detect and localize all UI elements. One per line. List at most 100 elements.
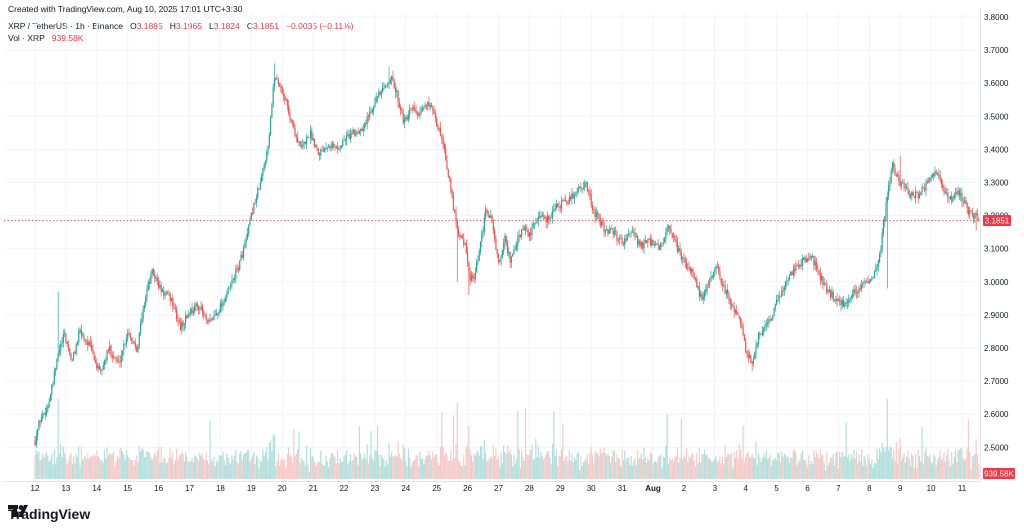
volume-bar [863,455,865,479]
candle-body [814,261,816,266]
candle-body [392,76,394,81]
volume-bar [420,458,422,479]
volume-bar [500,452,502,479]
volume-bar [875,463,877,479]
volume-bar [577,452,579,479]
volume-bar [723,464,725,479]
volume-bar [898,448,900,479]
candle-body [965,199,967,204]
candle-body [280,86,282,88]
candle-body [665,232,667,239]
candle-body [956,192,958,195]
volume-bar [521,450,523,479]
candle-body [199,308,201,310]
candle-body [594,209,596,218]
time-tick-label: 12 [31,484,40,493]
volume-label[interactable]: Vol · XRP [8,33,45,43]
candle-body [35,436,37,446]
candle-body [34,440,36,445]
candle-body [228,287,231,289]
candle-body [739,317,742,324]
time-tick-label: 23 [370,484,379,493]
volume-bar [924,451,926,479]
volume-bar [400,457,402,479]
price-tick-label: 3.4000 [984,145,1009,154]
volume-bar [777,453,779,479]
volume-bar [915,453,917,479]
candle-body [582,187,585,189]
candle-body [588,190,590,192]
candle-body [891,162,894,171]
candle-body [197,306,200,310]
candle-body [815,261,818,270]
volume-bar [794,449,796,479]
candle-body [500,256,502,261]
candle-body [188,313,191,315]
candle-body [141,318,143,324]
candle-body [871,277,873,280]
candle-body [626,234,628,241]
tradingview-brand[interactable]: TradingView [8,504,90,524]
candle-body [633,232,635,233]
volume-bar [223,460,225,479]
volume-bar [751,454,753,479]
volume-bar [573,457,576,479]
candle-body [459,234,461,238]
candle-body [177,319,179,321]
volume-bar [526,454,528,479]
candle-body [384,85,386,88]
volume-bar [568,450,570,479]
candle-body [545,218,547,223]
volume-bar [55,464,57,479]
candle-body [750,355,752,363]
volume-bar [164,458,166,479]
candle-body [720,278,722,284]
candle-body [949,195,952,199]
candle-body [276,78,278,80]
candle-body [414,107,416,111]
volume-bar [906,456,908,479]
volume-bar [734,457,736,479]
candle-body [915,191,917,199]
price-tick-label: 2.8000 [984,344,1009,353]
time-tick-label: 28 [525,484,534,493]
candle-body [519,234,521,237]
volume-legend[interactable]: Vol · XRP 939.58K [8,33,83,43]
volume-bar [496,460,498,479]
candle-body [581,188,583,190]
candle-body [286,99,288,106]
candle-body [765,324,767,325]
volume-bar [933,454,935,479]
volume-bar [168,457,170,479]
price-chart[interactable]: 3.80003.70003.60003.50003.40003.30003.20… [0,0,1024,500]
volume-bar [424,459,426,479]
candle-body [233,278,236,281]
candle-body [702,296,704,300]
candle-body [698,286,700,297]
volume-bar [935,465,937,479]
candle-body [696,278,698,288]
volume-bar [311,456,313,479]
volume-bar [364,453,366,479]
volume-bar [720,463,722,479]
volume-bar [119,448,121,479]
candle-body [611,227,613,229]
candle-body [969,210,971,215]
volume-bar [262,449,264,479]
candle-body [152,269,155,276]
candle-body [235,268,237,279]
volume-bar [769,454,771,479]
candle-body [230,284,232,288]
volume-bar [645,462,648,479]
volume-bar [354,456,357,479]
volume-bar [286,453,288,479]
volume-bar [459,462,461,479]
volume-bar [805,462,807,479]
volume-bar [428,450,430,479]
price-tick-label: 3.1000 [984,245,1009,254]
candle-body [40,417,43,423]
candle-body [154,274,156,279]
volume-bar [866,465,868,479]
candle-body [857,292,859,294]
candle-body [940,178,942,185]
